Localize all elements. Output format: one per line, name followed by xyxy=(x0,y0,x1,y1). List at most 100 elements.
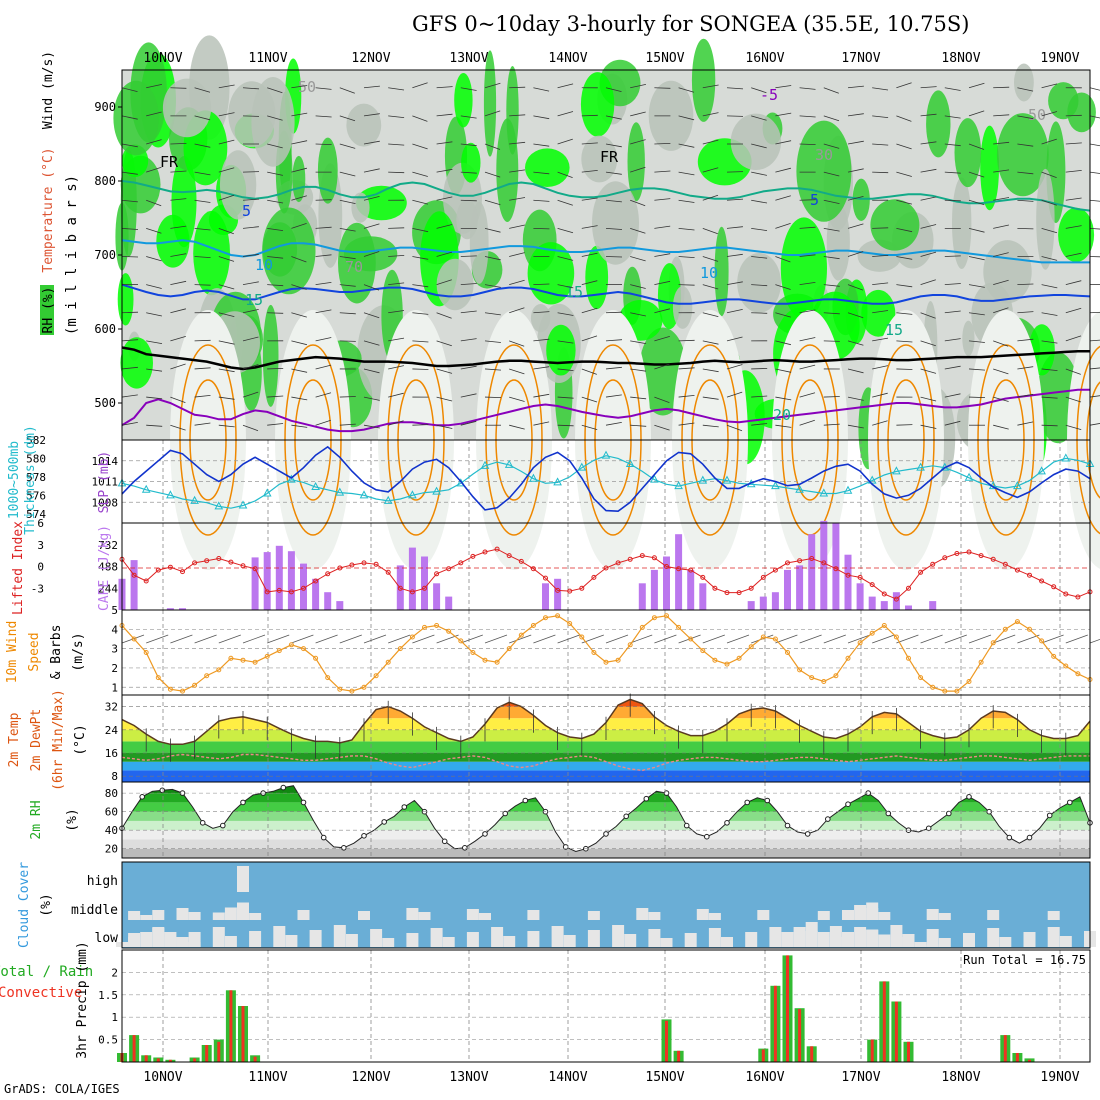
thickness-marker xyxy=(553,477,562,486)
upper-wind-barb xyxy=(460,283,477,285)
upper-wind-barb xyxy=(1041,340,1058,344)
rh-patch xyxy=(627,122,645,202)
upper-wind-barb xyxy=(823,115,840,122)
upper-wind-barb xyxy=(170,198,187,201)
wind-speed-marker xyxy=(942,688,948,694)
date-label-top: 10NOV xyxy=(143,51,182,66)
contour-label: 15 xyxy=(565,283,583,301)
rh-marker xyxy=(159,787,166,794)
upper-wind-barb xyxy=(412,256,429,260)
precip-convective-bar xyxy=(761,1049,765,1062)
upper-wind-barb xyxy=(751,312,768,314)
upper-wind-barb xyxy=(1017,227,1034,230)
lifted-index-marker xyxy=(688,567,694,573)
cloud-bar-low xyxy=(551,926,564,947)
upper-wind-barb xyxy=(509,396,525,402)
lifted-index-marker xyxy=(434,571,440,577)
rh-marker xyxy=(220,822,226,829)
lifted-index-marker xyxy=(833,566,839,572)
surface-wind-barb xyxy=(339,634,362,644)
upper-wind-barb xyxy=(460,255,477,257)
lifted-index-marker xyxy=(918,569,924,575)
upper-wind-barb xyxy=(775,140,792,145)
cloud-bar-low xyxy=(938,938,951,947)
cloud-bar-middle xyxy=(418,912,431,920)
upper-wind-barb xyxy=(872,171,889,174)
precip-convective-bar xyxy=(144,1055,148,1062)
upper-wind-barb xyxy=(1041,199,1057,206)
precip-convective-bar xyxy=(798,1009,802,1062)
upper-wind-barb xyxy=(968,143,985,150)
rh-marker xyxy=(966,794,972,800)
rh-marker xyxy=(946,810,952,817)
precip-convective-bar xyxy=(677,1050,681,1062)
cloud-bar-middle xyxy=(587,911,600,920)
surface-wind-barb xyxy=(630,634,653,644)
upper-wind-barb xyxy=(339,256,356,260)
rh-patch xyxy=(461,142,481,183)
slp-tick-label: 1014 xyxy=(92,455,119,468)
upper-wind-barb xyxy=(388,255,405,257)
wind10m-axis-label: 10m Wind xyxy=(5,621,20,684)
upper-wind-barb xyxy=(1017,171,1034,175)
upper-wind-barb xyxy=(920,141,937,145)
contour-label: 20 xyxy=(773,406,791,424)
rh-patch xyxy=(117,273,134,326)
lifted-index-marker xyxy=(591,574,597,580)
wind-speed-marker xyxy=(458,638,464,644)
date-label-bottom: 19NOV xyxy=(1040,1070,1079,1085)
wind-speed-marker xyxy=(530,623,536,628)
surface-wind-barb xyxy=(218,634,241,644)
upper-wind-barb xyxy=(315,309,332,314)
rh-patch xyxy=(546,324,576,376)
cloud-bar-low xyxy=(612,925,625,947)
cloud-bar-low xyxy=(128,933,141,947)
rh-patch xyxy=(1048,82,1079,120)
upper-wind-barb xyxy=(146,139,162,145)
upper-wind-barb xyxy=(388,337,405,342)
upper-wind-barb xyxy=(509,368,525,375)
upper-wind-barb xyxy=(847,168,864,173)
surface-wind-barb xyxy=(654,634,677,644)
upper-wind-barb xyxy=(1065,368,1081,375)
upper-wind-barb xyxy=(678,395,695,398)
upper-wind-barb xyxy=(388,282,405,285)
upper-wind-barb xyxy=(702,139,719,145)
upper-wind-barb xyxy=(242,115,260,117)
rh-patch xyxy=(581,135,618,183)
thickness-marker xyxy=(1013,481,1022,490)
rh-marker xyxy=(462,845,468,851)
upper-wind-barb xyxy=(726,336,743,342)
upper-wind-barb xyxy=(678,143,695,148)
cape-bar xyxy=(275,545,283,610)
lifted-index-marker xyxy=(240,563,246,569)
temperature-contour-15 xyxy=(121,180,1091,212)
cape-bar xyxy=(771,592,779,610)
upper-wind-barb xyxy=(121,339,139,342)
upper-wind-barb xyxy=(146,312,162,317)
upper-wind-barb xyxy=(799,282,816,285)
upper-wind-barb xyxy=(775,195,791,201)
upper-wind-barb xyxy=(194,284,211,286)
upper-wind-barb xyxy=(1065,280,1082,285)
precip-convective-bar xyxy=(193,1058,197,1062)
upper-wind-barb xyxy=(1017,421,1034,426)
cape-axis-label: CAPE (J/kg) xyxy=(97,525,112,611)
cloud-bar-low xyxy=(370,929,383,947)
upper-wind-barb xyxy=(1089,171,1100,174)
upper-wind-barb xyxy=(509,169,526,173)
cloud-bar-low xyxy=(878,934,891,947)
thickness-marker xyxy=(432,486,441,495)
cloud-bar-low xyxy=(1059,936,1072,947)
thickness-marker xyxy=(262,488,272,497)
cloud-bar-low xyxy=(805,931,818,947)
upper-wind-barb xyxy=(581,225,598,229)
precip-convective-bar xyxy=(665,1020,668,1062)
upper-wind-barb xyxy=(605,171,622,175)
rh-marker xyxy=(744,799,751,806)
wind-speed-marker xyxy=(627,642,633,648)
upper-wind-barb xyxy=(581,252,598,257)
rh-patch xyxy=(983,240,1032,304)
temperature-contour-FR xyxy=(121,346,1090,371)
precip-convective-bar xyxy=(241,1006,245,1062)
